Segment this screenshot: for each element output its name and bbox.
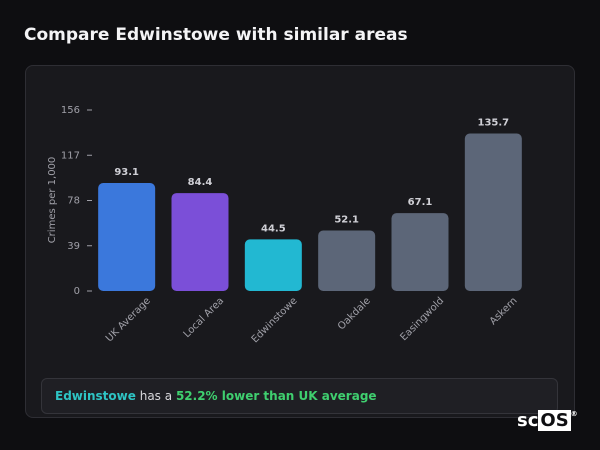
value-label: 67.1 — [408, 197, 433, 208]
y-axis-label: Crimes per 1,000 — [47, 157, 58, 244]
summary-text: has a — [139, 389, 173, 403]
bar — [171, 193, 229, 291]
value-label: 52.1 — [334, 215, 359, 226]
value-label: 84.4 — [188, 177, 213, 188]
bar — [391, 213, 449, 291]
logo: sc OS ® — [517, 410, 578, 431]
area-name: Edwinstowe — [55, 389, 136, 403]
x-tick-label: Oakdale — [336, 295, 373, 332]
value-label: 44.5 — [261, 223, 286, 234]
bar — [244, 239, 302, 291]
logo-box: OS — [538, 410, 571, 431]
y-tick-label: 156 — [61, 105, 80, 116]
bar — [318, 230, 376, 291]
y-tick-label: 0 — [74, 286, 80, 297]
bar — [464, 133, 522, 291]
x-tick-label: Local Area — [182, 295, 227, 340]
value-label: 93.1 — [114, 167, 139, 178]
logo-mark: ® — [570, 410, 578, 418]
bar — [98, 182, 156, 291]
value-label: 135.7 — [478, 118, 510, 129]
x-tick-label: UK Average — [104, 295, 153, 344]
logo-prefix: sc — [517, 410, 539, 431]
highlight: 52.2% lower than UK average — [175, 389, 377, 403]
title: Compare Edwinstowe with similar areas — [24, 25, 408, 45]
x-tick-label: Edwinstowe — [250, 295, 300, 345]
y-tick-label: 39 — [67, 241, 80, 252]
summary: Edwinstowe has a 52.2% lower than UK ave… — [41, 378, 558, 414]
x-tick-label: Easingwold — [398, 295, 446, 343]
y-tick-label: 117 — [61, 150, 80, 161]
x-tick-label: Askern — [488, 295, 520, 327]
y-tick-label: 78 — [67, 196, 80, 207]
